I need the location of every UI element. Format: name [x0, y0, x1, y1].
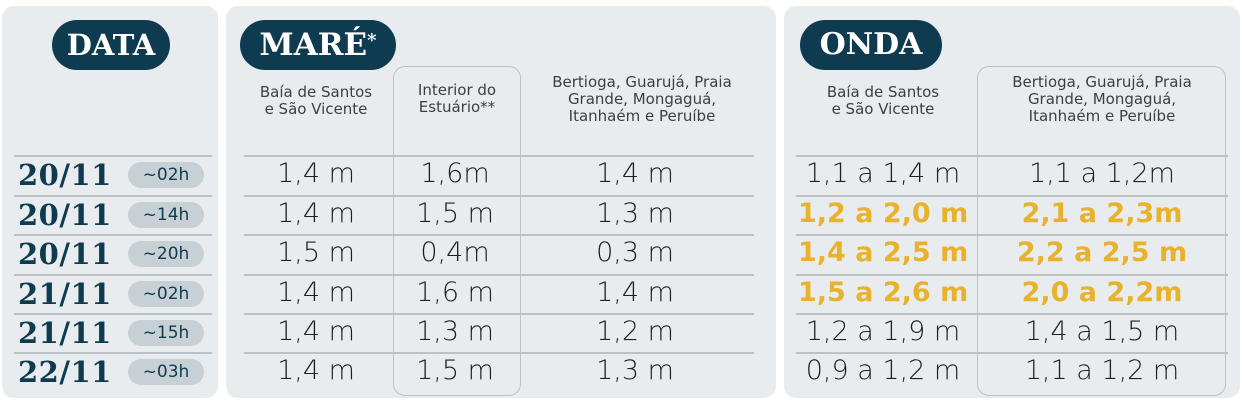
time-badge: ~02h	[128, 162, 204, 188]
tide-value: 1,4 m	[596, 158, 674, 189]
tide-value: 1,6 m	[416, 277, 494, 308]
wave-value: 2,2 a 2,5 m	[1016, 237, 1188, 268]
tide-value: 1,3 m	[596, 355, 674, 386]
time-badge: ~14h	[128, 202, 204, 228]
time-badge: ~03h	[128, 359, 204, 385]
tide-value: 1,2 m	[596, 316, 674, 347]
mare-column-header: Bertioga, Guarujá, Praia Grande, Mongagu…	[552, 73, 732, 125]
wave-value: 1,1 a 1,4 m	[805, 158, 961, 189]
tide-value: 1,5 m	[416, 355, 494, 386]
tide-value: 1,4 m	[277, 198, 355, 229]
mare-column-header: Baía de Santos e São Vicente	[259, 83, 373, 118]
wave-value: 1,2 a 1,9 m	[805, 316, 961, 347]
row-divider	[14, 352, 212, 354]
row-divider	[14, 234, 212, 236]
tide-value: 1,4 m	[277, 158, 355, 189]
onda-header: ONDA	[800, 20, 942, 70]
row-divider	[244, 352, 754, 354]
tide-value: 0,4m	[420, 237, 490, 268]
wave-value: 0,9 a 1,2 m	[805, 355, 961, 386]
wave-value: 1,5 a 2,6 m	[798, 277, 969, 308]
tide-value: 1,3 m	[596, 198, 674, 229]
wave-value: 2,1 a 2,3m	[1021, 198, 1183, 229]
tide-value: 1,4 m	[277, 355, 355, 386]
row-divider	[14, 274, 212, 276]
wave-value: 1,4 a 2,5 m	[798, 237, 969, 268]
wave-value: 1,1 a 1,2 m	[1024, 355, 1180, 386]
row-divider	[244, 195, 754, 197]
tide-value: 1,4 m	[277, 316, 355, 347]
wave-value: 2,0 a 2,2m	[1021, 277, 1183, 308]
mare-header: MARÉ*	[240, 20, 396, 70]
row-divider	[244, 274, 754, 276]
tide-value: 1,5 m	[277, 237, 355, 268]
time-badge: ~02h	[128, 281, 204, 307]
date-label: 22/11	[18, 355, 112, 389]
row-divider	[796, 195, 1228, 197]
tide-value: 0,3 m	[596, 237, 674, 268]
date-label: 21/11	[18, 316, 112, 350]
tide-value: 1,3 m	[416, 316, 494, 347]
time-badge: ~15h	[128, 320, 204, 346]
onda-column-header: Bertioga, Guarujá, Praia Grande, Mongagu…	[1012, 73, 1192, 125]
row-divider	[14, 195, 212, 197]
row-divider	[796, 155, 1228, 157]
wave-value: 1,4 a 1,5 m	[1024, 316, 1180, 347]
data-header: DATA	[52, 20, 170, 70]
row-divider	[796, 352, 1228, 354]
tide-value: 1,5 m	[416, 198, 494, 229]
time-badge: ~20h	[128, 241, 204, 267]
tide-value: 1,4 m	[277, 277, 355, 308]
row-divider	[244, 234, 754, 236]
date-label: 21/11	[18, 277, 112, 311]
tide-value: 1,6m	[420, 158, 490, 189]
date-label: 20/11	[18, 198, 112, 232]
estuary-column-box	[393, 66, 521, 396]
wave-coast-column-box	[977, 66, 1226, 396]
row-divider	[796, 234, 1228, 236]
row-divider	[796, 274, 1228, 276]
row-divider	[796, 313, 1228, 315]
mare-column-header: Interior do Estuário**	[417, 81, 497, 116]
wave-value: 1,1 a 1,2m	[1029, 158, 1175, 189]
row-divider	[14, 155, 212, 157]
row-divider	[244, 155, 754, 157]
date-label: 20/11	[18, 237, 112, 271]
onda-column-header: Baía de Santos e São Vicente	[826, 83, 940, 118]
row-divider	[14, 313, 212, 315]
row-divider	[244, 313, 754, 315]
tide-value: 1,4 m	[596, 277, 674, 308]
date-label: 20/11	[18, 158, 112, 192]
wave-value: 1,2 a 2,0 m	[798, 198, 969, 229]
